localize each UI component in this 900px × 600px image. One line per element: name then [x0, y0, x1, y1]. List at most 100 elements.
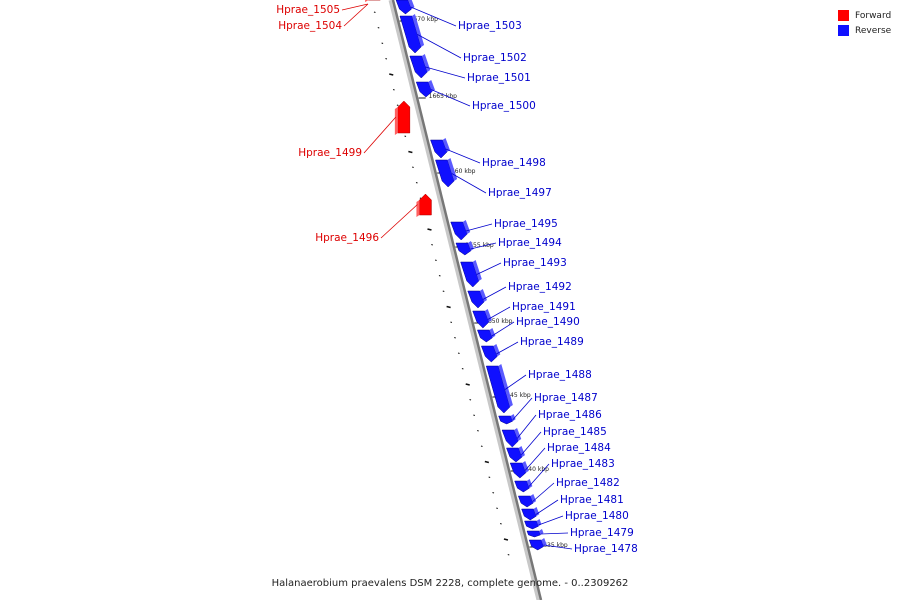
gene-leader-line [417, 34, 462, 59]
gene-leader-line [470, 242, 497, 250]
gene-leader-line [451, 173, 487, 194]
guide-dot [477, 430, 479, 432]
reverse-gene-arrow [409, 55, 428, 79]
gene-label[interactable]: Hprae_1500 [472, 100, 536, 112]
gene-Hprae_1482 [517, 494, 537, 508]
gene-Hprae_1486 [501, 428, 522, 448]
gene-label[interactable]: Hprae_1483 [551, 458, 615, 470]
gene-leader-line [512, 397, 533, 421]
gene-label[interactable]: Hprae_1505 [276, 4, 340, 16]
reverse-gene-side [541, 538, 547, 547]
gene-label[interactable]: Hprae_1502 [463, 52, 527, 64]
scale-tick-label: 1640 kbp [521, 466, 549, 473]
gene-Hprae_1489 [480, 344, 501, 363]
reverse-gene-side [408, 0, 415, 10]
gene-leader-line [538, 515, 564, 526]
gene-label[interactable]: Hprae_1482 [556, 477, 620, 489]
gene-label[interactable]: Hprae_1504 [278, 20, 342, 32]
gene-leader-line [363, 116, 397, 154]
gene-leader-line [430, 89, 471, 107]
reverse-gene-arrow [399, 15, 422, 54]
gene-leader-line [445, 148, 481, 164]
gene-label[interactable]: Hprae_1495 [494, 218, 558, 230]
gene-Hprae_1501 [409, 54, 431, 79]
reverse-gene-arrow [450, 221, 468, 241]
legend-reverse-label: Reverse [855, 25, 892, 36]
gene-Hprae_1495 [450, 220, 471, 241]
gene-label[interactable]: Hprae_1494 [498, 237, 562, 249]
gene-label[interactable]: Hprae_1496 [315, 232, 379, 244]
reverse-swatch [838, 25, 849, 36]
gene-label[interactable]: Hprae_1490 [516, 316, 580, 328]
gene-label[interactable]: Hprae_1498 [482, 157, 546, 169]
guide-dot [381, 42, 384, 44]
reverse-gene-arrow [467, 290, 485, 309]
guide-dot [450, 321, 453, 323]
gene-label[interactable]: Hprae_1486 [538, 409, 602, 421]
forward-swatch [838, 10, 849, 21]
guide-dot [396, 104, 399, 106]
reverse-gene-arrow [517, 495, 534, 508]
forward-gene-side [394, 107, 398, 135]
forward-gene-arrow [419, 193, 432, 216]
reverse-gene-arrow [455, 242, 472, 256]
gene-Hprae_1500 [415, 80, 435, 98]
gene-label[interactable]: Hprae_1501 [467, 72, 531, 84]
guide-dot [473, 414, 476, 416]
guide-dot [404, 135, 407, 137]
forward-gene-side [365, 0, 369, 2]
reverse-gene-side [522, 461, 529, 473]
guide-dot [465, 383, 470, 386]
guide-dot [385, 58, 388, 60]
gene-Hprae_1493 [460, 260, 482, 288]
gene-leader-line [496, 341, 519, 355]
reverse-gene-side [484, 309, 492, 323]
guide-dot [503, 538, 509, 541]
gene-label[interactable]: Hprae_1488 [528, 369, 592, 381]
gene-label[interactable]: Hprae_1478 [574, 543, 638, 555]
gene-label[interactable]: Hprae_1481 [560, 494, 624, 506]
reverse-gene-side [530, 494, 537, 504]
guide-dot [377, 27, 380, 29]
gene-label[interactable]: Hprae_1493 [503, 257, 567, 269]
genome-caption: Halanaerobium praevalens DSM 2228, compl… [271, 578, 629, 589]
reverse-gene-side [533, 507, 540, 517]
reverse-gene-side [510, 414, 516, 422]
gene-leader-line [341, 3, 369, 11]
genome-axis [388, 0, 543, 600]
guide-dot [461, 368, 464, 370]
guide-dot [454, 337, 456, 339]
guide-dot [507, 554, 510, 556]
reverse-gene-arrow [526, 530, 541, 538]
gene-label[interactable]: Hprae_1479 [570, 527, 634, 539]
gene-label[interactable]: Hprae_1489 [520, 336, 584, 348]
gene-Hprae_1502 [399, 14, 425, 54]
guide-dot [415, 182, 418, 184]
gene-Hprae_1478 [528, 538, 547, 551]
scale-tick-label: 1670 kbp [410, 16, 438, 23]
gene-Hprae_1487 [498, 414, 516, 425]
gene-Hprae_1503 [395, 0, 415, 15]
reverse-gene-arrow [485, 365, 511, 414]
gene-leader-line [516, 414, 537, 439]
gene-label[interactable]: Hprae_1499 [298, 147, 362, 159]
gene-label[interactable]: Hprae_1491 [512, 301, 576, 313]
scale-tick-label: 1645 kbp [502, 392, 530, 399]
guide-dot [412, 166, 414, 168]
reverse-gene-side [493, 344, 501, 357]
gene-label[interactable]: Hprae_1485 [543, 426, 607, 438]
gene-label[interactable]: Hprae_1497 [488, 187, 552, 199]
gene-leader-line [465, 223, 493, 232]
gene-label[interactable]: Hprae_1484 [547, 442, 611, 454]
gene-label[interactable]: Hprae_1480 [565, 510, 629, 522]
gene-leader-line [491, 321, 515, 337]
gene-Hprae_1483 [514, 479, 533, 493]
reverse-gene-arrow [521, 508, 537, 521]
gene-Hprae_1484 [509, 461, 529, 479]
reverse-gene-arrow [472, 310, 490, 329]
gene-label[interactable]: Hprae_1492 [508, 281, 572, 293]
gene-label[interactable]: Hprae_1503 [458, 20, 522, 32]
gene-label[interactable]: Hprae_1487 [534, 392, 598, 404]
guide-dot [484, 460, 490, 464]
guide-dot [427, 228, 432, 231]
